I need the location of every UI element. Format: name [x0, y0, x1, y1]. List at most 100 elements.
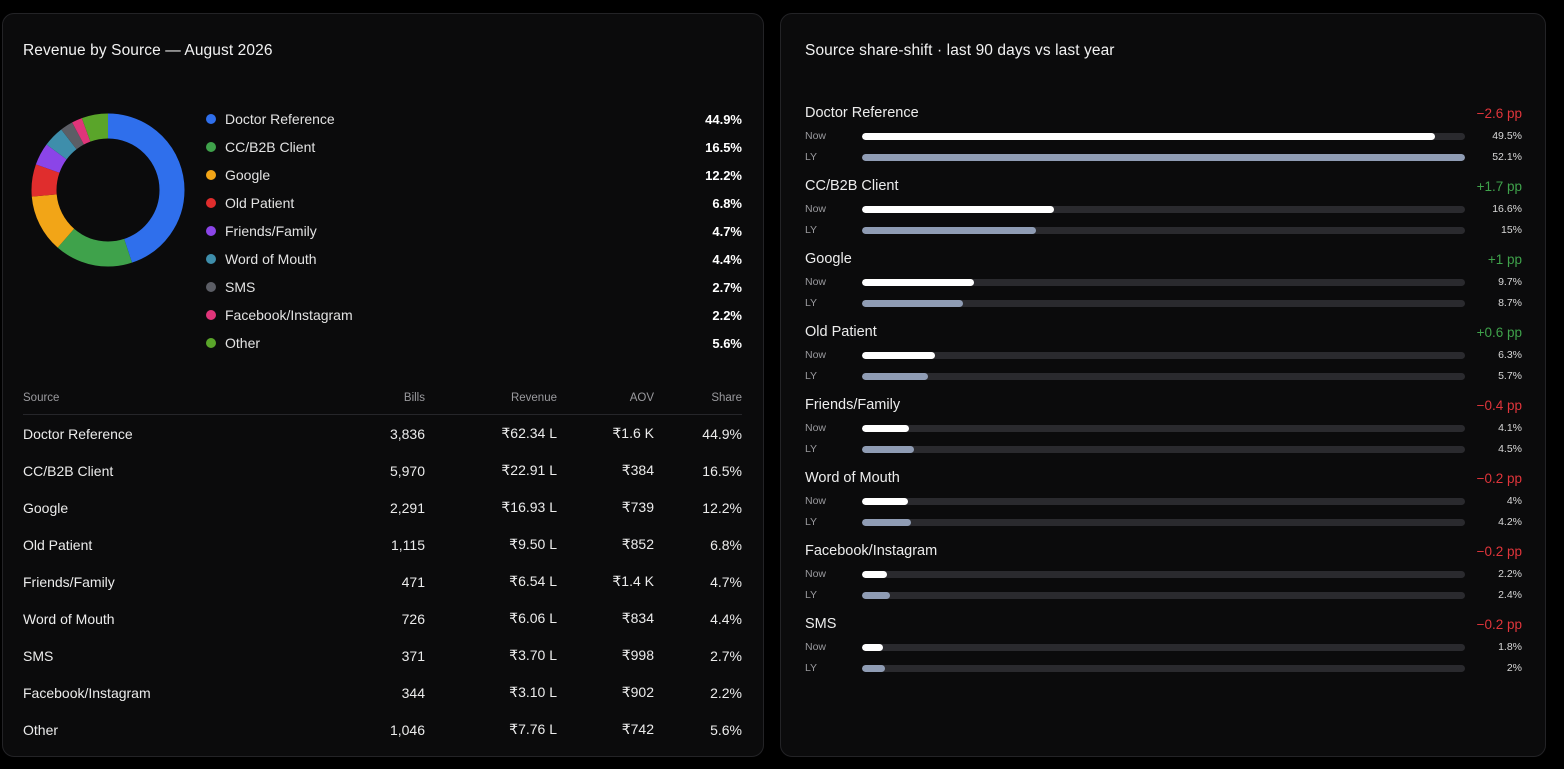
- now-bar-fill: [862, 279, 975, 286]
- now-bar-tag: Now: [805, 349, 827, 361]
- source-name: Word of Mouth: [805, 470, 900, 486]
- ly-bar-row: LY 52.1%: [805, 150, 1523, 164]
- ly-bar-tag: LY: [805, 516, 818, 528]
- now-bar-value: 4.1%: [1498, 422, 1522, 434]
- now-bar-fill: [862, 644, 883, 651]
- cell-revenue: ₹6.06 L: [509, 610, 557, 626]
- now-bar-row: Now 4.1%: [805, 421, 1523, 435]
- now-bar-value: 2.2%: [1498, 568, 1522, 580]
- now-bar-fill: [862, 571, 888, 578]
- cell-aov: ₹1.6 K: [612, 425, 654, 441]
- legend-label: Doctor Reference: [225, 111, 335, 127]
- cell-share: 6.8%: [710, 536, 742, 553]
- ly-bar-row: LY 4.2%: [805, 515, 1523, 529]
- share-shift-item: CC/B2B Client +1.7 pp Now 16.6% LY 15%: [805, 177, 1523, 250]
- cell-source: Word of Mouth: [23, 610, 115, 627]
- legend-item: Other 5.6%: [206, 329, 742, 357]
- ly-bar-tag: LY: [805, 662, 818, 674]
- cell-source: Google: [23, 499, 69, 516]
- cell-share: 2.7%: [710, 647, 742, 664]
- cell-source: Old Patient: [23, 536, 93, 553]
- table-row[interactable]: SMS 371 ₹3.70 L ₹998 2.7%: [23, 637, 742, 674]
- ly-bar-track: [862, 373, 1465, 380]
- table-row[interactable]: Google 2,291 ₹16.93 L ₹739 12.2%: [23, 489, 742, 526]
- cell-revenue: ₹6.54 L: [509, 573, 557, 589]
- table-row[interactable]: Other 1,046 ₹7.76 L ₹742 5.6%: [23, 711, 742, 748]
- legend-item: Google 12.2%: [206, 161, 742, 189]
- cell-aov: ₹742: [621, 721, 654, 737]
- header-share[interactable]: Share: [711, 392, 742, 404]
- now-bar-row: Now 16.6%: [805, 202, 1523, 216]
- table-row[interactable]: CC/B2B Client 5,970 ₹22.91 L ₹384 16.5%: [23, 452, 742, 489]
- cell-aov: ₹902: [621, 684, 654, 700]
- cell-aov: ₹384: [621, 462, 654, 478]
- legend-value: 4.4%: [712, 251, 742, 267]
- ly-bar-tag: LY: [805, 297, 818, 309]
- ly-bar-tag: LY: [805, 370, 818, 382]
- cell-source: SMS: [23, 647, 54, 664]
- now-bar-track: [862, 352, 1465, 359]
- share-shift-card: Source share-shift · last 90 days vs las…: [780, 13, 1546, 757]
- source-name: Doctor Reference: [805, 105, 919, 121]
- table-row[interactable]: Friends/Family 471 ₹6.54 L ₹1.4 K 4.7%: [23, 563, 742, 600]
- source-name: Old Patient: [805, 324, 877, 340]
- legend-label: SMS: [225, 279, 256, 295]
- now-bar-tag: Now: [805, 422, 827, 434]
- cell-share: 16.5%: [702, 462, 742, 479]
- legend-swatch: [206, 142, 216, 152]
- ly-bar-value: 5.7%: [1498, 370, 1522, 382]
- header-source[interactable]: Source: [23, 392, 60, 404]
- ly-bar-tag: LY: [805, 224, 818, 236]
- donut-slice[interactable]: [31, 113, 185, 267]
- cell-aov: ₹1.4 K: [612, 573, 654, 589]
- delta-badge: +1.7 pp: [1476, 179, 1522, 194]
- legend-swatch: [206, 338, 216, 348]
- legend-value: 2.2%: [712, 307, 742, 323]
- legend-item: Friends/Family 4.7%: [206, 217, 742, 245]
- cell-bills: 1,115: [391, 536, 425, 553]
- donut-slice[interactable]: [31, 113, 185, 267]
- header-aov[interactable]: AOV: [629, 392, 654, 404]
- ly-bar-fill: [862, 154, 1465, 161]
- cell-share: 5.6%: [710, 721, 742, 738]
- source-name: Google: [805, 251, 852, 267]
- cell-bills: 371: [401, 647, 425, 664]
- ly-bar-tag: LY: [805, 443, 818, 455]
- now-bar-fill: [862, 206, 1055, 213]
- now-bar-track: [862, 571, 1465, 578]
- legend-swatch: [206, 282, 216, 292]
- legend-value: 44.9%: [705, 111, 742, 127]
- ly-bar-value: 2%: [1506, 662, 1522, 674]
- donut-slice[interactable]: [31, 113, 185, 267]
- table-header: Source Bills Revenue AOV Share: [23, 386, 742, 415]
- cell-share: 4.7%: [710, 573, 742, 590]
- ly-bar-value: 2.4%: [1498, 589, 1522, 601]
- legend-label: Other: [225, 335, 261, 351]
- header-bills[interactable]: Bills: [403, 392, 425, 404]
- table-row[interactable]: Doctor Reference 3,836 ₹62.34 L ₹1.6 K 44.9%: [23, 415, 742, 452]
- cell-revenue: ₹7.76 L: [509, 721, 557, 737]
- table-body: Doctor Reference 3,836 ₹62.34 L ₹1.6 K 44.9%…: [23, 415, 742, 748]
- table-row[interactable]: Facebook/Instagram 344 ₹3.10 L ₹902 2.2%: [23, 674, 742, 711]
- legend-item: Old Patient 6.8%: [206, 189, 742, 217]
- donut-legend: Doctor Reference 44.9% CC/B2B Client 16.5% G…: [206, 105, 742, 357]
- cell-source: CC/B2B Client: [23, 462, 114, 479]
- now-bar-tag: Now: [805, 276, 827, 288]
- ly-bar-track: [862, 227, 1465, 234]
- source-name: CC/B2B Client: [805, 178, 899, 194]
- table-row[interactable]: Old Patient 1,115 ₹9.50 L ₹852 6.8%: [23, 526, 742, 563]
- now-bar-row: Now 2.2%: [805, 567, 1523, 581]
- legend-value: 4.7%: [712, 223, 742, 239]
- delta-badge: −0.4 pp: [1476, 398, 1522, 413]
- cell-aov: ₹739: [621, 499, 654, 515]
- legend-value: 12.2%: [705, 167, 742, 183]
- cell-bills: 1,046: [389, 721, 425, 738]
- now-bar-fill: [862, 498, 909, 505]
- cell-share: 4.4%: [710, 610, 742, 627]
- now-bar-track: [862, 279, 1465, 286]
- table-row[interactable]: Word of Mouth 726 ₹6.06 L ₹834 4.4%: [23, 600, 742, 637]
- now-bar-fill: [862, 133, 1435, 140]
- header-revenue[interactable]: Revenue: [510, 392, 557, 404]
- legend-swatch: [206, 170, 216, 180]
- legend-label: CC/B2B Client: [225, 139, 316, 155]
